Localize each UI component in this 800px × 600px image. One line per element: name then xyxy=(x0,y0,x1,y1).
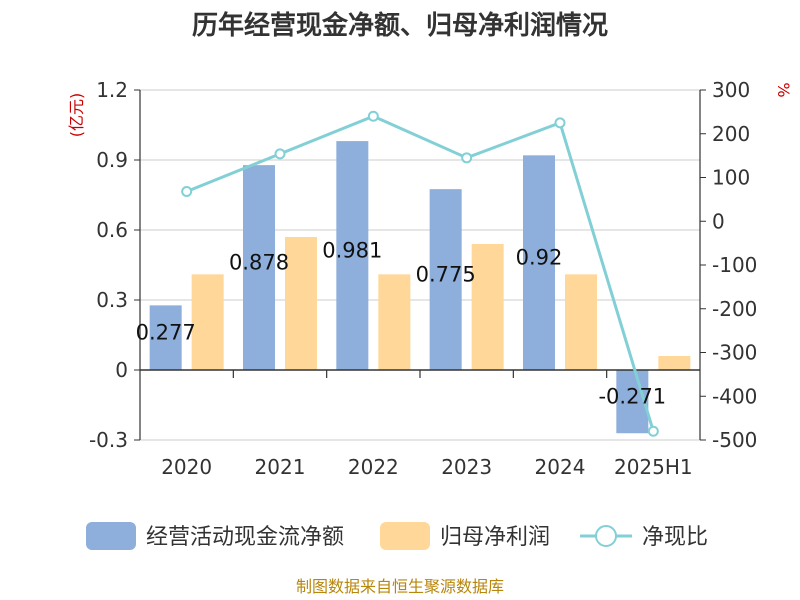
data-label: -0.271 xyxy=(598,384,666,408)
x-tick-label: 2020 xyxy=(161,455,212,479)
left-tick-label: 0.6 xyxy=(96,218,128,242)
legend-label: 经营活动现金流净额 xyxy=(146,525,344,550)
x-tick-label: 2021 xyxy=(255,455,306,479)
left-tick-label: 0.3 xyxy=(96,288,128,312)
data-label: 0.277 xyxy=(136,321,196,345)
left-tick-label: 1.2 xyxy=(96,78,128,102)
bar-profit xyxy=(471,244,504,370)
x-tick-label: 2023 xyxy=(441,455,492,479)
right-tick-label: -100 xyxy=(712,253,757,277)
ratio-point xyxy=(274,148,286,160)
right-axis-unit: % xyxy=(774,82,793,97)
right-tick-label: 0 xyxy=(712,209,725,233)
bar-cashflow xyxy=(429,189,462,370)
legend-label: 净现比 xyxy=(642,525,708,550)
right-tick-label: -400 xyxy=(712,384,757,408)
right-tick-label: 100 xyxy=(712,166,750,190)
right-tick-label: -300 xyxy=(712,341,757,365)
legend-swatch xyxy=(86,522,136,550)
gridlines xyxy=(140,89,700,441)
chart-title: 历年经营现金净额、归母净利润情况 xyxy=(192,10,608,41)
bar-profit xyxy=(191,274,224,370)
ratio-point xyxy=(554,117,566,129)
left-tick-label: 0 xyxy=(115,358,128,382)
x-tick-label: 2025H1 xyxy=(614,455,693,479)
data-label: 0.981 xyxy=(322,239,382,263)
x-tick-label: 2022 xyxy=(348,455,399,479)
left-axis-ticks: 1.2 0.9 0.6 0.3 0 -0.3 xyxy=(89,78,140,452)
bar-profit xyxy=(658,356,691,370)
right-tick-label: -200 xyxy=(712,297,757,321)
legend-label: 归母净利润 xyxy=(440,525,550,550)
bar-profit xyxy=(565,274,597,370)
left-tick-label: 0.9 xyxy=(96,148,128,172)
data-label: 0.878 xyxy=(229,251,289,275)
bar-marks xyxy=(149,141,691,434)
bar-profit xyxy=(285,237,317,370)
ratio-point xyxy=(461,152,473,164)
ratio-line xyxy=(181,110,659,437)
data-labels: 0.277 0.878 0.981 0.775 0.92 -0.271 xyxy=(136,239,667,409)
ratio-point xyxy=(181,186,193,197)
right-tick-label: 200 xyxy=(712,122,750,146)
bar-cashflow xyxy=(523,155,555,370)
ratio-point xyxy=(367,110,379,122)
right-tick-label: 300 xyxy=(712,78,750,102)
legend: 经营活动现金流净额 归母净利润 净现比 xyxy=(86,522,708,550)
data-label: 0.92 xyxy=(516,246,563,270)
bar-cashflow xyxy=(336,141,369,370)
right-tick-label: -500 xyxy=(712,428,757,452)
x-axis-labels: 2020 2021 2022 2023 2024 2025H1 xyxy=(161,455,692,479)
legend-marker xyxy=(595,525,617,547)
x-tick-label: 2024 xyxy=(535,455,586,479)
legend-swatch xyxy=(380,522,430,550)
ratio-line-path xyxy=(186,114,655,432)
bar-cashflow xyxy=(243,165,275,370)
bar-profit xyxy=(378,274,411,370)
ratio-point xyxy=(647,425,659,437)
axes xyxy=(139,90,701,440)
source-note: 制图数据来自恒生聚源数据库 xyxy=(296,577,504,596)
left-tick-label: -0.3 xyxy=(89,428,128,452)
right-axis-ticks: 300 200 100 0 -100 -200 -300 -400 -500 xyxy=(700,78,757,452)
data-label: 0.775 xyxy=(416,263,476,287)
left-axis-unit: (亿元) xyxy=(67,93,86,138)
bar-cashflow xyxy=(149,305,182,370)
